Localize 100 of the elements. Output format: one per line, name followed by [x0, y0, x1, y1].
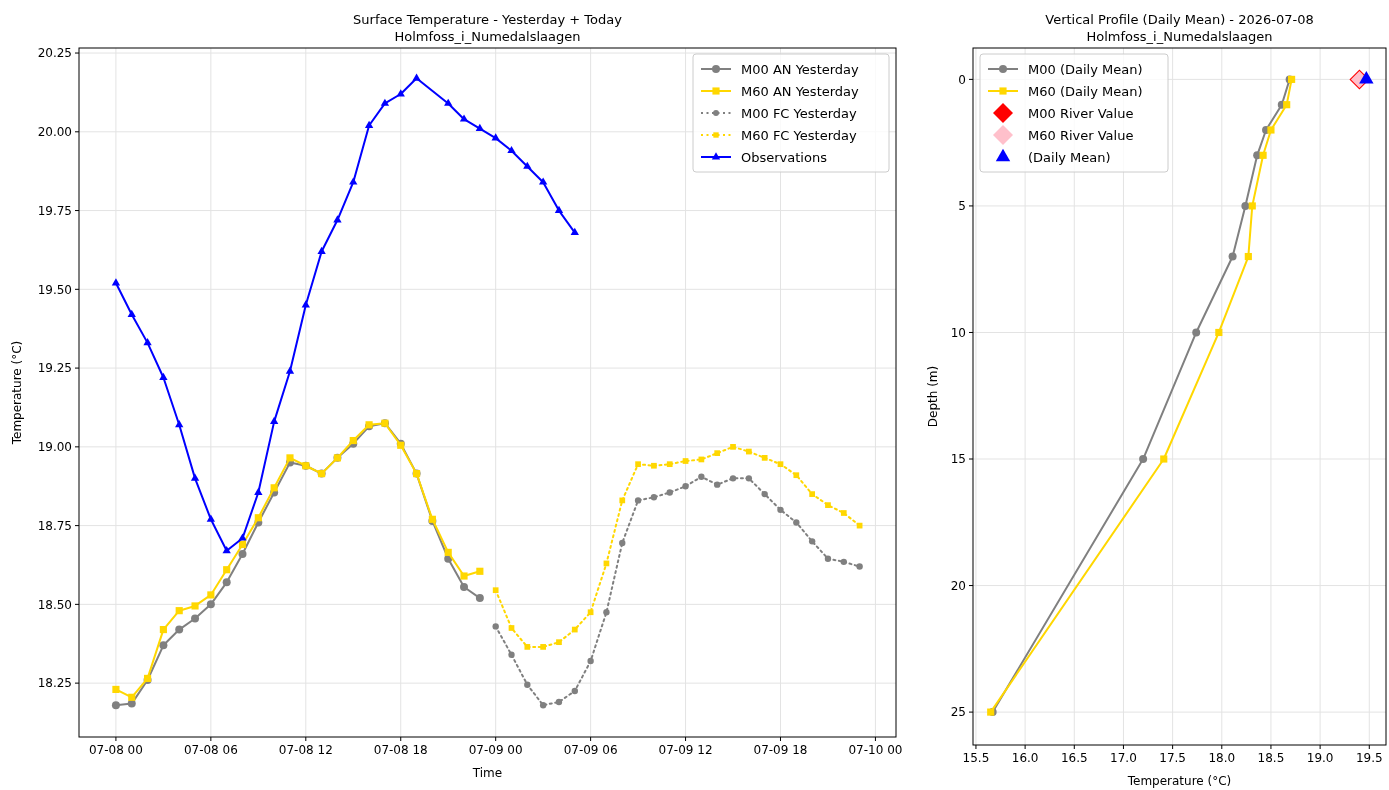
point: [650, 494, 658, 501]
x-tick-label: 15.5: [962, 751, 990, 765]
point: [777, 506, 784, 514]
y-tick-label: 20.25: [37, 46, 72, 61]
x-tick-label: 07-08 00: [88, 743, 143, 757]
point: [475, 594, 484, 603]
point: [619, 497, 626, 504]
legend-label: M00 AN Yesterday: [741, 61, 860, 77]
x-tick-label: 17.0: [1110, 751, 1137, 765]
point: [159, 372, 168, 380]
legend-label: M60 River Value: [1028, 127, 1134, 143]
point: [127, 309, 136, 317]
y-tick-label: 20.00: [37, 125, 72, 139]
point: [682, 458, 689, 464]
legend-label: M60 FC Yesterday: [741, 127, 857, 143]
point: [587, 657, 594, 665]
point: [1160, 455, 1168, 463]
point: [540, 644, 547, 650]
point: [380, 98, 390, 106]
point: [111, 701, 120, 710]
point: [603, 609, 610, 616]
point: [412, 73, 421, 81]
x-tick-label: 07-08 12: [278, 743, 333, 757]
point: [222, 546, 231, 554]
point: [175, 625, 184, 634]
x-tick-label: 18.5: [1257, 751, 1285, 765]
point: [555, 698, 563, 706]
point: [238, 549, 247, 558]
point: [1248, 202, 1256, 210]
point: [634, 497, 642, 504]
chart-title: Surface Temperature - Yesterday + Today: [353, 12, 623, 27]
point: [127, 699, 136, 708]
x-tick-label: 07-09 18: [753, 743, 808, 757]
point: [317, 246, 326, 254]
point: [571, 626, 578, 633]
point: [191, 602, 199, 610]
y-axis-title: Depth (m): [926, 365, 940, 428]
point: [1359, 71, 1374, 84]
point: [587, 609, 594, 616]
point: [238, 533, 247, 541]
point: [539, 701, 547, 709]
chart-subtitle: Holmfoss_i_Numedalslaagen: [394, 29, 581, 44]
point: [666, 461, 673, 468]
point: [840, 558, 847, 566]
y-tick-label: 10: [950, 325, 966, 340]
point: [492, 587, 499, 594]
point: [619, 539, 626, 547]
point: [460, 572, 468, 580]
point: [761, 490, 768, 498]
point: [793, 519, 800, 526]
legend-label: M00 FC Yesterday: [741, 105, 857, 121]
y-tick-label: 19.25: [37, 361, 72, 376]
y-tick-label: 18.50: [37, 597, 72, 612]
point: [285, 366, 295, 374]
y-axis-title: Temperature (°C): [10, 340, 24, 446]
point: [460, 583, 469, 592]
x-axis-title: Time: [471, 766, 503, 780]
point: [459, 114, 469, 122]
legend-label: M00 River Value: [1028, 105, 1134, 121]
point: [570, 227, 579, 236]
y-tick-label: 25: [950, 705, 966, 720]
point: [111, 278, 121, 286]
point: [206, 600, 215, 609]
point: [238, 540, 247, 549]
point: [1139, 455, 1148, 463]
legend-label: M60 (Daily Mean): [1028, 83, 1143, 99]
x-tick-label: 16.0: [1011, 751, 1039, 765]
point: [793, 472, 800, 479]
point: [714, 450, 721, 457]
chart-subtitle: Holmfoss_i_Numedalslaagen: [1086, 29, 1273, 44]
point: [571, 687, 578, 695]
point: [809, 491, 815, 497]
point: [492, 623, 499, 630]
point: [729, 475, 737, 482]
point: [143, 338, 152, 346]
y-tick-label: 19.50: [37, 282, 72, 297]
point: [651, 462, 657, 469]
point: [1192, 328, 1201, 337]
point: [159, 625, 167, 634]
point: [1215, 328, 1223, 337]
point: [554, 205, 564, 213]
point: [523, 161, 532, 169]
x-tick-label: 07-09 00: [468, 743, 523, 757]
point: [476, 567, 484, 575]
legend-label: M00 (Daily Mean): [1028, 61, 1143, 77]
point: [730, 443, 736, 450]
point: [1283, 101, 1291, 109]
point: [444, 98, 453, 106]
point: [191, 614, 200, 623]
point: [635, 461, 641, 468]
x-tick-label: 19.5: [1355, 751, 1383, 765]
point: [1259, 151, 1267, 159]
point: [159, 641, 168, 650]
point: [286, 454, 294, 462]
point: [128, 693, 136, 701]
point: [808, 538, 816, 545]
y-tick-label: 20: [950, 578, 966, 593]
legend-label: Observations: [741, 149, 828, 165]
point: [175, 607, 183, 615]
x-tick-label: 16.5: [1060, 751, 1088, 765]
